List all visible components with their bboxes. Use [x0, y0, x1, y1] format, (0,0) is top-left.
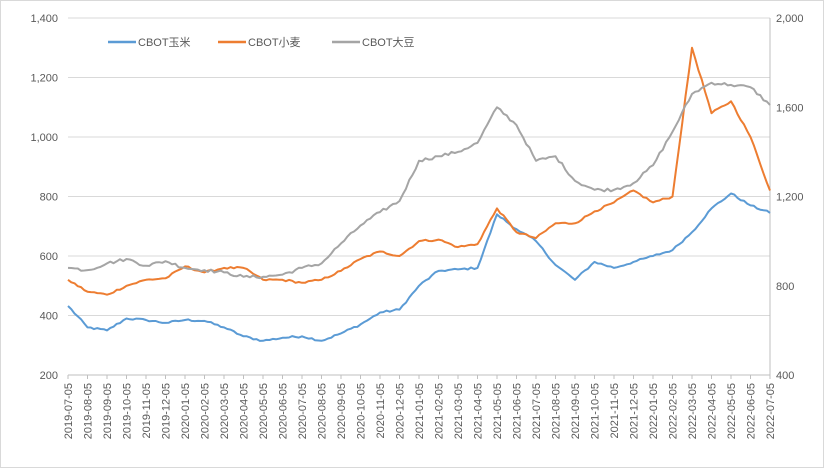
series-line — [67, 81, 771, 280]
y-right-tick-label: 400 — [776, 370, 794, 382]
x-tick-label: 2022-01-05 — [648, 383, 660, 439]
x-tick-label: 2020-12-05 — [395, 383, 407, 439]
x-tick-label: 2020-01-05 — [180, 383, 192, 439]
x-tick-label: 2022-05-05 — [726, 383, 738, 439]
x-tick-label: 2022-04-05 — [707, 383, 719, 439]
x-tick-label: 2020-09-05 — [336, 383, 348, 439]
y-left-tick-label: 1,000 — [30, 132, 58, 144]
series-layer — [67, 46, 771, 342]
x-tick-label: 2019-07-05 — [63, 383, 75, 439]
legend: CBOT玉米 CBOT小麦 CBOT大豆 — [108, 35, 415, 49]
x-tick-label: 2020-11-05 — [375, 383, 387, 438]
y-right-tick-label: 1,600 — [776, 102, 804, 114]
y-left-tick-label: 1,200 — [30, 73, 58, 85]
x-tick-label: 2020-02-05 — [200, 383, 212, 439]
series-line — [67, 192, 771, 342]
x-tick-label: 2022-06-05 — [746, 383, 758, 439]
x-tick-label: 2021-02-05 — [434, 383, 446, 439]
x-tick-label: 2020-10-05 — [356, 383, 368, 439]
x-tick-label: 2022-02-05 — [668, 383, 680, 439]
series-line — [67, 46, 771, 296]
x-tick-label: 2021-03-05 — [453, 383, 465, 439]
x-tick-label: 2020-07-05 — [297, 383, 309, 439]
y-left-tick-label: 1,400 — [30, 13, 58, 25]
x-tick-label: 2022-07-05 — [765, 383, 777, 439]
x-tick-label: 2020-08-05 — [317, 383, 329, 439]
x-tick-label: 2019-10-05 — [122, 383, 134, 439]
x-tick-label: 2021-01-05 — [414, 383, 426, 439]
x-tick-label: 2020-03-05 — [219, 383, 231, 439]
y-right-tick-label: 2,000 — [776, 13, 804, 25]
x-tick-label: 2019-12-05 — [161, 383, 173, 439]
x-tick-label: 2019-11-05 — [141, 383, 153, 438]
x-tick-label: 2021-12-05 — [629, 383, 641, 439]
x-tick-label: 2020-05-05 — [258, 383, 270, 439]
axes: 200 400 600 800 1,000 1,200 1,400 400 800 1,200 1,… — [30, 13, 803, 439]
y-left-tick-label: 400 — [40, 311, 58, 323]
y-left-tick-label: 200 — [40, 370, 58, 382]
y-right-tick-label: 1,200 — [776, 192, 804, 204]
x-tick-label: 2020-04-05 — [239, 383, 251, 439]
y-left-tick-label: 600 — [40, 251, 58, 263]
legend-label: CBOT玉米 — [138, 36, 191, 49]
x-tick-label: 2022-03-05 — [687, 383, 699, 439]
x-tick-label: 2021-04-05 — [473, 383, 485, 439]
x-tick-label: 2021-07-05 — [531, 383, 543, 439]
x-tick-label: 2019-09-05 — [102, 383, 114, 439]
x-tick-label: 2021-10-05 — [590, 383, 602, 439]
x-tick-label: 2020-06-05 — [278, 383, 290, 439]
x-tick-label: 2021-05-05 — [492, 383, 504, 439]
x-tick-label: 2021-11-05 — [609, 383, 621, 438]
x-tick-label: 2019-08-05 — [83, 383, 95, 439]
x-tick-label: 2021-08-05 — [551, 383, 563, 439]
legend-label: CBOT大豆 — [362, 35, 415, 49]
y-left-tick-label: 800 — [40, 192, 58, 204]
y-right-tick-label: 800 — [776, 281, 794, 293]
legend-label: CBOT小麦 — [248, 36, 301, 49]
x-tick-label: 2021-09-05 — [570, 383, 582, 439]
x-tick-label: 2021-06-05 — [512, 383, 524, 439]
